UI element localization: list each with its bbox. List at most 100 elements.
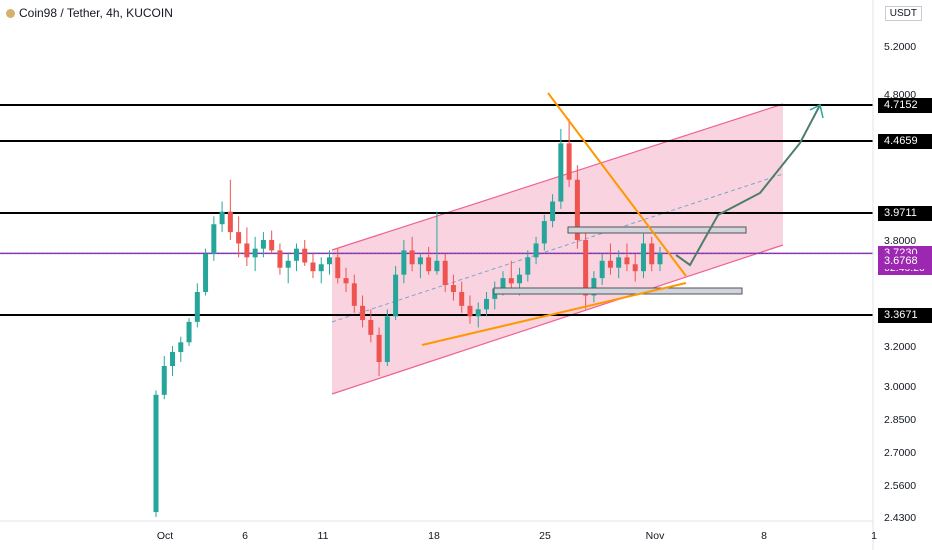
price-tick-label: 2.8500	[884, 414, 916, 426]
price-axis[interactable]: 5.20004.80004.46593.80003.20003.00002.85…	[884, 41, 916, 524]
candle-body	[236, 232, 242, 244]
candle-body	[393, 274, 399, 317]
candle-body	[211, 224, 217, 254]
candle-body	[376, 334, 382, 362]
candle-body	[640, 243, 646, 272]
candle-body	[599, 260, 605, 279]
candle-body	[368, 320, 374, 335]
candlesticks	[153, 118, 663, 517]
candle-body	[591, 278, 597, 296]
candle-body	[417, 257, 423, 265]
candle-body	[244, 243, 250, 258]
candle-body	[574, 179, 580, 240]
candle-body	[459, 291, 465, 306]
candle-body	[657, 253, 663, 265]
channel-lower-line	[331, 244, 784, 395]
time-tick-label: Nov	[646, 530, 665, 542]
candle-body	[252, 248, 258, 258]
candle-body	[170, 352, 176, 366]
candle-body	[318, 264, 324, 272]
drawings	[421, 92, 824, 346]
time-tick-label: 11	[318, 530, 329, 542]
candle-body	[327, 257, 333, 265]
candle-body	[194, 291, 200, 322]
support-zone-box	[493, 287, 743, 295]
candle-body	[310, 262, 316, 272]
candle-body	[203, 253, 209, 292]
candle-body	[277, 250, 283, 268]
chart-title: Coin98 / Tether, 4h, KUCOIN	[6, 6, 173, 20]
channel-upper-line	[331, 103, 784, 251]
ascending-trendline	[421, 282, 687, 346]
candle-body	[442, 260, 448, 286]
candle-body	[351, 283, 357, 306]
marked-price-label: 3.6768	[878, 253, 932, 269]
candle-body	[409, 250, 415, 265]
candle-body	[508, 278, 514, 284]
projection-path	[675, 104, 821, 267]
level-price-label: 3.9711	[878, 205, 932, 221]
candle-body	[434, 260, 440, 272]
candle-body	[632, 264, 638, 272]
candle-body	[285, 260, 291, 268]
projection-arrowhead-icon	[809, 103, 824, 119]
candle-body	[583, 240, 589, 296]
candle-body	[335, 257, 341, 279]
candle-body	[227, 211, 233, 233]
price-tick-label: 2.4300	[884, 512, 916, 524]
price-tick-label: 5.2000	[884, 41, 916, 53]
candle-body	[525, 257, 531, 275]
level-price-label: 4.7152	[878, 97, 932, 113]
price-tick-label: 3.2000	[884, 341, 916, 353]
candle-body	[624, 257, 630, 265]
time-tick-label: Oct	[157, 530, 173, 542]
candle-body	[500, 278, 506, 289]
candle-body	[384, 316, 390, 362]
candle-body	[616, 257, 622, 268]
candle-body	[566, 143, 572, 180]
candle-body	[558, 143, 564, 202]
time-tick-label: 6	[242, 530, 248, 542]
candle-body	[649, 243, 655, 265]
candle-body	[302, 248, 308, 263]
rising-channel	[331, 103, 784, 395]
candle-body	[219, 211, 225, 225]
channel-fill	[332, 104, 783, 394]
candle-body	[475, 309, 481, 317]
candle-body	[153, 394, 159, 513]
candle-body	[467, 305, 473, 317]
time-tick-label: 25	[539, 530, 551, 542]
candle-body	[161, 366, 167, 395]
candle-body	[517, 274, 523, 284]
symbol-logo-icon	[6, 9, 15, 18]
candle-body	[260, 240, 266, 249]
symbol-title: Coin98 / Tether, 4h, KUCOIN	[19, 6, 173, 20]
level-price-label: 4.4659	[878, 133, 932, 149]
candle-body	[607, 260, 613, 268]
candle-body	[293, 248, 299, 261]
candle-body	[450, 285, 456, 292]
price-tick-label: 3.0000	[884, 381, 916, 393]
resistance-zone-box	[567, 226, 747, 234]
price-tick-label: 3.8000	[884, 235, 916, 247]
price-tick-label: 2.5600	[884, 480, 916, 492]
channel-midline	[331, 173, 784, 323]
candle-body	[401, 250, 407, 275]
candle-body	[343, 278, 349, 284]
time-axis[interactable]: Oct 6 11 18 25 Nov 8 1	[157, 530, 877, 542]
candle-body	[483, 298, 489, 310]
time-tick-label: 1	[871, 530, 877, 542]
candle-body	[541, 221, 547, 244]
candle-body	[533, 243, 539, 258]
candle-body	[178, 342, 184, 352]
currency-unit-badge[interactable]: USDT	[884, 6, 922, 21]
candle-body	[426, 257, 432, 272]
level-price-label: 3.3671	[878, 307, 932, 323]
time-tick-label: 18	[428, 530, 440, 542]
time-tick-label: 8	[761, 530, 767, 542]
candle-body	[360, 305, 366, 321]
candle-body	[186, 321, 192, 343]
candle-body	[550, 201, 556, 222]
candle-body	[269, 240, 275, 251]
